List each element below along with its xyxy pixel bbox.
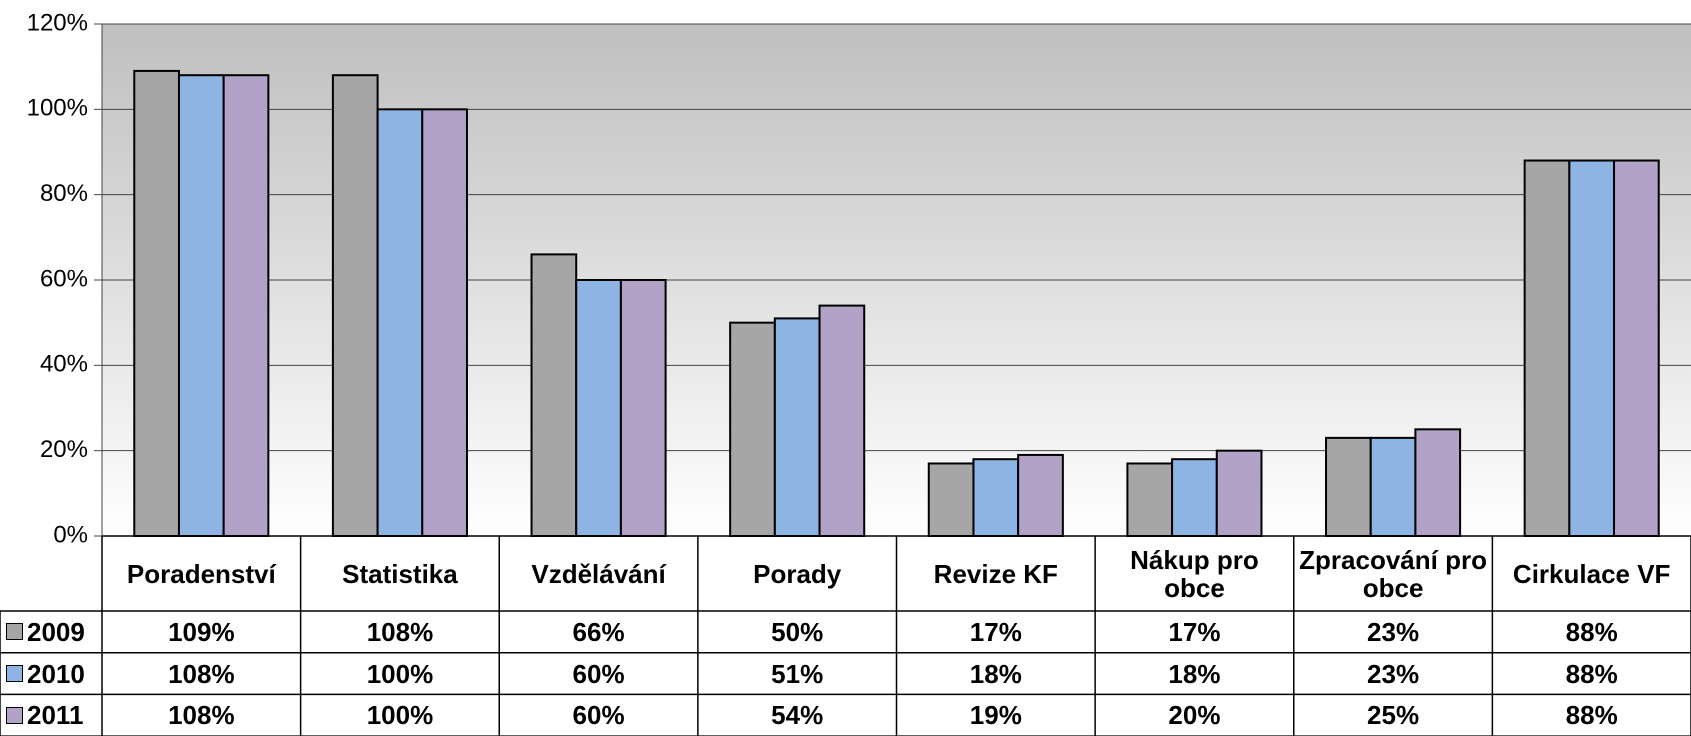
- legend-label: 2009: [27, 616, 85, 647]
- category-label: Cirkulace VF: [1512, 558, 1671, 589]
- data-label: 23%: [1367, 658, 1420, 689]
- bar: [1523, 159, 1571, 538]
- y-tick-label: 100%: [27, 95, 88, 122]
- data-label: 108%: [168, 700, 235, 731]
- data-label: 23%: [1367, 616, 1420, 647]
- data-label: 17%: [969, 616, 1022, 647]
- y-tick-label: 60%: [40, 265, 88, 292]
- bar: [1171, 458, 1218, 538]
- bar: [972, 458, 1020, 538]
- legend-swatch: [6, 623, 23, 641]
- category-label: Porady: [753, 558, 842, 589]
- data-label: 19%: [969, 700, 1022, 731]
- bar: [575, 279, 622, 537]
- bar: [222, 74, 270, 537]
- data-label: 50%: [771, 616, 824, 647]
- legend-label: 2011: [27, 700, 84, 731]
- bar: [376, 108, 424, 537]
- data-label: 66%: [572, 616, 625, 647]
- data-label: 51%: [771, 658, 824, 689]
- category-label: Zpracování pro obce: [1299, 544, 1487, 603]
- y-tick-label: 80%: [40, 180, 88, 207]
- bar: [1414, 428, 1462, 538]
- data-label: 20%: [1168, 700, 1221, 731]
- bar: [1568, 159, 1616, 538]
- bar: [530, 253, 578, 537]
- bar: [729, 321, 776, 537]
- y-tick-label: 20%: [40, 436, 88, 463]
- data-label: 18%: [1168, 658, 1221, 689]
- legend-entry: 2010: [0, 653, 102, 695]
- bar: [177, 74, 225, 537]
- data-label: 60%: [572, 700, 625, 731]
- data-label: 100%: [366, 658, 434, 689]
- category-label: Statistika: [342, 558, 458, 589]
- data-label: 100%: [366, 700, 434, 731]
- legend-swatch: [6, 665, 23, 683]
- data-label: 108%: [366, 616, 434, 647]
- category-label: Vzdělávání: [531, 558, 666, 589]
- data-label: 108%: [168, 658, 235, 689]
- bar: [818, 304, 866, 537]
- y-tick-label: 120%: [27, 9, 88, 36]
- legend-swatch: [6, 706, 23, 724]
- bar: [331, 74, 379, 537]
- bar: [1017, 453, 1064, 537]
- bar: [133, 69, 180, 538]
- category-label: Poradenství: [126, 558, 276, 589]
- legend-label: 2010: [27, 658, 85, 689]
- bar: [773, 317, 821, 537]
- data-label: 88%: [1565, 616, 1618, 647]
- data-label: 25%: [1367, 700, 1420, 731]
- legend-entry: 2011: [0, 694, 102, 736]
- bar: [1325, 436, 1372, 537]
- bar: [1215, 449, 1263, 537]
- bar: [1613, 159, 1660, 538]
- data-label: 109%: [168, 616, 235, 647]
- bar: [1369, 436, 1417, 537]
- data-label: 17%: [1168, 616, 1221, 647]
- y-tick-label: 40%: [40, 351, 88, 378]
- category-label: Nákup pro obce: [1130, 544, 1259, 603]
- data-label: 60%: [572, 658, 625, 689]
- data-label: 88%: [1565, 658, 1618, 689]
- data-label: 18%: [969, 658, 1022, 689]
- bar: [927, 462, 975, 538]
- bar: [421, 108, 468, 537]
- bar: [1126, 462, 1174, 538]
- category-label: Revize KF: [933, 558, 1058, 589]
- y-tick-label: 0%: [53, 521, 88, 548]
- data-label: 88%: [1565, 700, 1618, 731]
- data-label: 54%: [771, 700, 824, 731]
- bar: [619, 279, 667, 537]
- legend-entry: 2009: [0, 611, 102, 653]
